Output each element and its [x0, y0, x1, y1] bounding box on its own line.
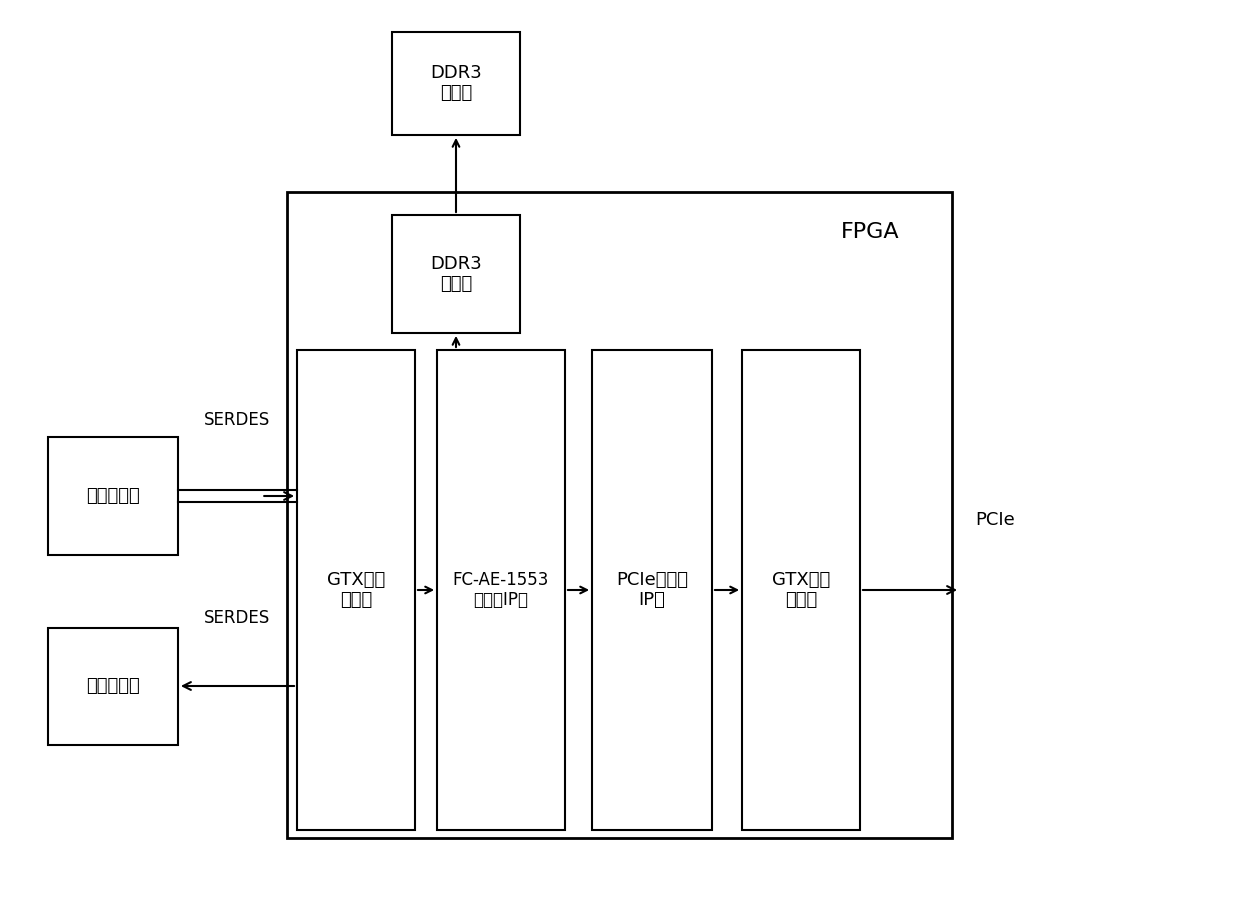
Text: DDR3
芯片组: DDR3 芯片组: [430, 63, 482, 102]
Text: SERDES: SERDES: [203, 411, 270, 429]
Text: FC-AE-1553
控制器IP核: FC-AE-1553 控制器IP核: [453, 571, 549, 610]
Text: DDR3
控制器: DDR3 控制器: [430, 255, 482, 293]
Bar: [286, 192, 952, 838]
Bar: [742, 350, 861, 830]
Text: GTX高速
收发器: GTX高速 收发器: [327, 571, 386, 610]
Text: PCIe控制器
IP核: PCIe控制器 IP核: [616, 571, 688, 610]
Text: 激光接收器: 激光接收器: [86, 487, 140, 505]
Bar: [48, 437, 179, 555]
Text: FPGA: FPGA: [841, 222, 899, 242]
Bar: [436, 350, 565, 830]
Text: 激光发射器: 激光发射器: [86, 677, 140, 695]
Bar: [48, 628, 179, 745]
Bar: [392, 32, 520, 135]
Text: GTX高速
收发器: GTX高速 收发器: [771, 571, 830, 610]
Bar: [591, 350, 712, 830]
Bar: [392, 215, 520, 333]
Text: SERDES: SERDES: [203, 609, 270, 627]
Text: PCIe: PCIe: [975, 511, 1014, 529]
Bar: [298, 350, 415, 830]
